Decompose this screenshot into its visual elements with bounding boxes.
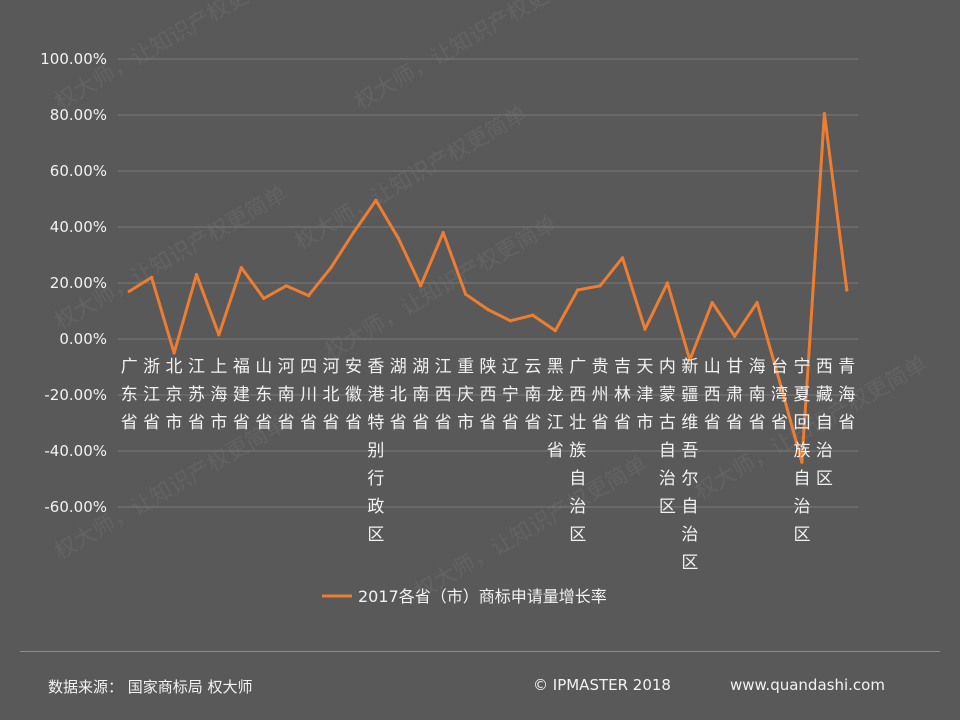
x-tick-label: 台湾省 <box>771 357 788 433</box>
source-text: 数据来源： 国家商标局 权大师 <box>48 678 253 696</box>
data-point <box>217 333 221 337</box>
y-tick-label: -20.00% <box>44 386 107 404</box>
data-point <box>150 275 154 279</box>
data-point <box>374 198 378 202</box>
data-point <box>508 319 513 323</box>
x-tick-label: 浙江省 <box>143 357 160 433</box>
data-point <box>463 292 468 296</box>
data-point <box>239 266 243 270</box>
plot-area <box>127 112 849 464</box>
x-tick-label: 海南省 <box>749 357 766 433</box>
y-tick-label: 100.00% <box>40 50 107 68</box>
x-tick-label: 广西壮族自治区 <box>569 357 586 545</box>
watermark-text: 权大师，让知识产权更简单 <box>51 182 292 336</box>
x-tick-label: 上海市 <box>210 357 227 433</box>
x-tick-label: 河北省 <box>323 357 340 433</box>
legend-label-series-0: 2017各省（市）商标申请量增长率 <box>358 587 607 606</box>
data-point <box>822 112 826 116</box>
data-point <box>396 236 400 240</box>
x-tick-label: 香港特别行政区 <box>367 357 384 545</box>
y-tick-label: 60.00% <box>50 162 107 180</box>
x-tick-label: 宁夏回族自治区 <box>793 357 810 545</box>
x-tick-label: 山东省 <box>255 357 272 433</box>
x-tick-label: 陕西省 <box>480 357 497 433</box>
data-point <box>284 284 288 288</box>
data-point <box>845 288 849 292</box>
data-point <box>733 334 737 338</box>
data-point <box>665 281 669 285</box>
x-axis: 广东省浙江省北京市江苏省上海市福建省山东省河南省四川省河北省安徽省香港特别行政区… <box>121 357 856 573</box>
x-tick-label: 贵州省 <box>592 357 609 433</box>
x-tick-label: 黑龙江省 <box>547 357 564 461</box>
data-point <box>262 296 266 300</box>
y-tick-label: 40.00% <box>50 218 107 236</box>
data-point <box>710 301 714 305</box>
x-tick-label: 福建省 <box>233 357 250 433</box>
data-point <box>329 266 333 270</box>
watermark-text: 权大师，让知识产权更简单 <box>411 452 652 606</box>
website-text: www.quandashi.com <box>730 676 885 694</box>
x-tick-label: 吉林省 <box>614 357 631 433</box>
data-point <box>127 289 131 293</box>
x-tick-label: 重庆市 <box>457 357 474 433</box>
y-tick-label: 0.00% <box>59 330 107 348</box>
x-tick-label: 广东省 <box>121 357 138 433</box>
data-point <box>531 313 535 317</box>
x-tick-label: 西藏自治区 <box>816 357 833 489</box>
data-point <box>576 288 580 292</box>
legend: 2017各省（市）商标申请量增长率 <box>322 587 607 606</box>
x-tick-label: 云南省 <box>524 357 541 433</box>
watermark-text: 权大师，让知识产权更简单 <box>51 412 292 566</box>
x-tick-label: 四川省 <box>300 357 317 433</box>
y-tick-label: 80.00% <box>50 106 107 124</box>
watermark-text: 权大师，让知识产权更简单 <box>291 102 532 256</box>
x-tick-label: 山西省 <box>704 357 721 433</box>
x-tick-label: 北京市 <box>166 357 183 433</box>
y-tick-label: -40.00% <box>44 442 107 460</box>
data-point <box>777 379 782 383</box>
x-tick-label: 江西省 <box>435 357 452 433</box>
data-point <box>351 231 356 235</box>
data-point <box>194 273 199 277</box>
x-tick-label: 湖北省 <box>390 357 407 433</box>
series-line-0 <box>127 112 849 464</box>
data-point <box>598 284 602 288</box>
footer-divider <box>20 651 940 652</box>
x-tick-label: 内蒙古自治区 <box>659 357 676 517</box>
watermark-text: 权大师，让知识产权更简单 <box>351 0 592 115</box>
data-point <box>553 329 557 333</box>
data-point <box>800 460 804 464</box>
y-tick-label: -60.00% <box>44 498 107 516</box>
x-tick-label: 湖南省 <box>412 357 429 433</box>
data-point <box>419 284 423 288</box>
grid-lines <box>118 58 858 508</box>
x-tick-label: 辽宁省 <box>502 357 519 433</box>
data-point <box>755 301 759 305</box>
y-tick-label: 20.00% <box>50 274 107 292</box>
data-point <box>172 351 176 355</box>
x-tick-label: 天津市 <box>636 357 653 433</box>
data-point <box>307 294 311 298</box>
data-point <box>486 308 490 312</box>
y-axis: 100.00% 80.00% 60.00% 40.00% 20.00% 0.00% -20.… <box>40 50 107 516</box>
x-tick-label: 甘肃省 <box>726 357 743 433</box>
data-point <box>688 358 692 362</box>
data-point <box>441 231 445 235</box>
copyright-text: © IPMASTER 2018 <box>533 676 671 694</box>
x-tick-label: 江苏省 <box>188 357 205 433</box>
x-tick-label: 青海省 <box>838 357 855 433</box>
data-point <box>620 256 625 260</box>
x-tick-label: 新疆维吾尔自治区 <box>681 357 698 573</box>
x-tick-label: 河南省 <box>278 357 295 433</box>
data-point <box>643 327 647 331</box>
x-tick-label: 安徽省 <box>345 357 362 433</box>
